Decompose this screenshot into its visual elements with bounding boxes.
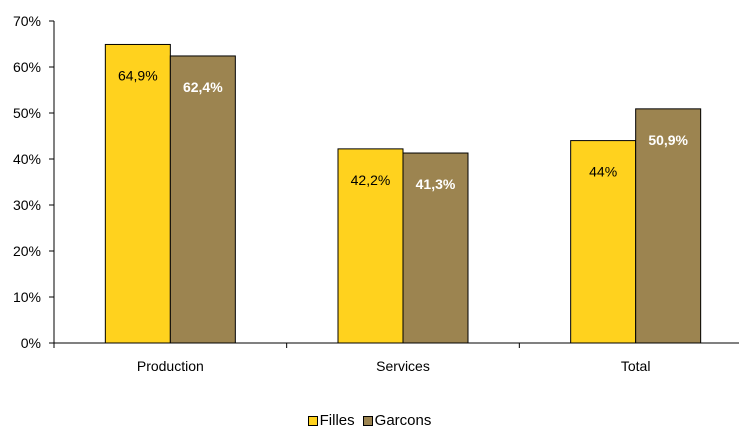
x-category-label: Services [376,358,430,374]
y-tick-label: 40% [13,151,41,167]
data-label: 64,9% [118,67,158,83]
legend: Filles Garcons [0,412,739,429]
x-category-label: Total [621,358,651,374]
y-tick-label: 60% [13,59,41,75]
y-tick-label: 30% [13,197,41,213]
y-tick-label: 50% [13,105,41,121]
x-category-label: Production [137,358,204,374]
data-label: 41,3% [416,176,456,192]
y-tick-label: 20% [13,243,41,259]
y-tick-label: 10% [13,289,41,305]
bar-garcons-production [169,55,236,344]
y-tick-label: 70% [13,13,41,29]
legend-item-filles: Filles [307,412,355,429]
bar-filles-production [104,43,171,344]
bar-chart: 0% 10% 20% 30% 40% 50% 60% 70% 64,9% 62,4% Product… [13,13,739,374]
legend-label-garcons: Garcons [374,412,432,429]
legend-label-filles: Filles [319,412,355,429]
data-label: 42,2% [351,172,391,188]
legend-swatch-garcons [362,415,373,426]
legend-swatch-filles [307,415,318,426]
data-label: 50,9% [648,132,688,148]
legend-item-garcons: Garcons [362,412,432,429]
y-tick-label: 0% [21,335,41,351]
data-label: 44% [589,164,617,180]
data-label: 62,4% [183,79,223,95]
